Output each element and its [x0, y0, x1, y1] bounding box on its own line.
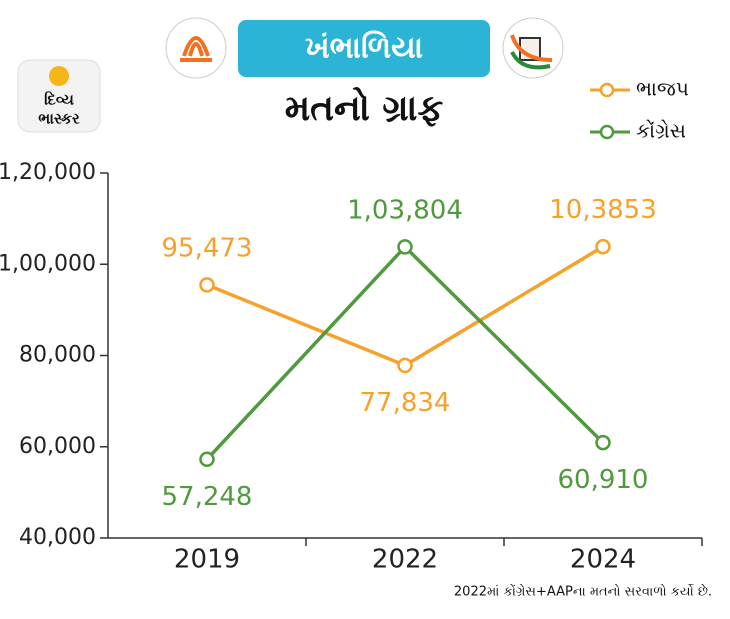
- logo-sun: [49, 66, 69, 86]
- congress-stripe: [510, 34, 553, 62]
- value-label: 95,473: [162, 233, 253, 263]
- x-tick-label: 2024: [570, 545, 636, 575]
- y-tick-label: 80,000: [19, 343, 96, 368]
- x-tick-label: 2022: [372, 545, 438, 575]
- point: [595, 434, 611, 451]
- bjp-lotus: [180, 36, 212, 62]
- value-label: 10,3853: [549, 195, 657, 225]
- y-tick-label: 1,20,000: [0, 160, 96, 185]
- logo-text: દિવ્ય: [44, 91, 74, 109]
- chart-title: મતનો ગ્રાફ: [285, 86, 444, 129]
- legend-label: કોંગ્રેસ: [636, 119, 686, 143]
- y-tick-label: 60,000: [19, 434, 96, 459]
- point: [199, 451, 215, 468]
- y-tick-label: 40,000: [19, 525, 96, 550]
- place-name: ખંભાળિયા: [305, 31, 423, 66]
- legend-marker: [599, 124, 615, 140]
- note: 2022માં કોંગ્રેસ+AAPના મતનો સરવાળો કર્યો…: [454, 583, 712, 599]
- logo-box: [17, 59, 101, 133]
- legend-marker: [599, 82, 615, 98]
- y-tick-label: 1,00,000: [0, 251, 96, 276]
- point: [397, 357, 413, 374]
- congress-stripe: [510, 51, 551, 70]
- point: [199, 277, 215, 293]
- logo-text: ભાસ્કર: [38, 110, 80, 128]
- point: [595, 238, 611, 255]
- point: [397, 239, 413, 255]
- party-logo: [165, 17, 227, 79]
- value-label: 1,03,804: [347, 195, 463, 225]
- place-box: [238, 20, 490, 77]
- legend-label: ભાજપ: [636, 77, 689, 101]
- value-label: 77,834: [360, 388, 451, 418]
- x-tick-label: 2019: [174, 545, 240, 575]
- value-label: 60,910: [558, 465, 649, 495]
- value-label: 57,248: [162, 482, 253, 512]
